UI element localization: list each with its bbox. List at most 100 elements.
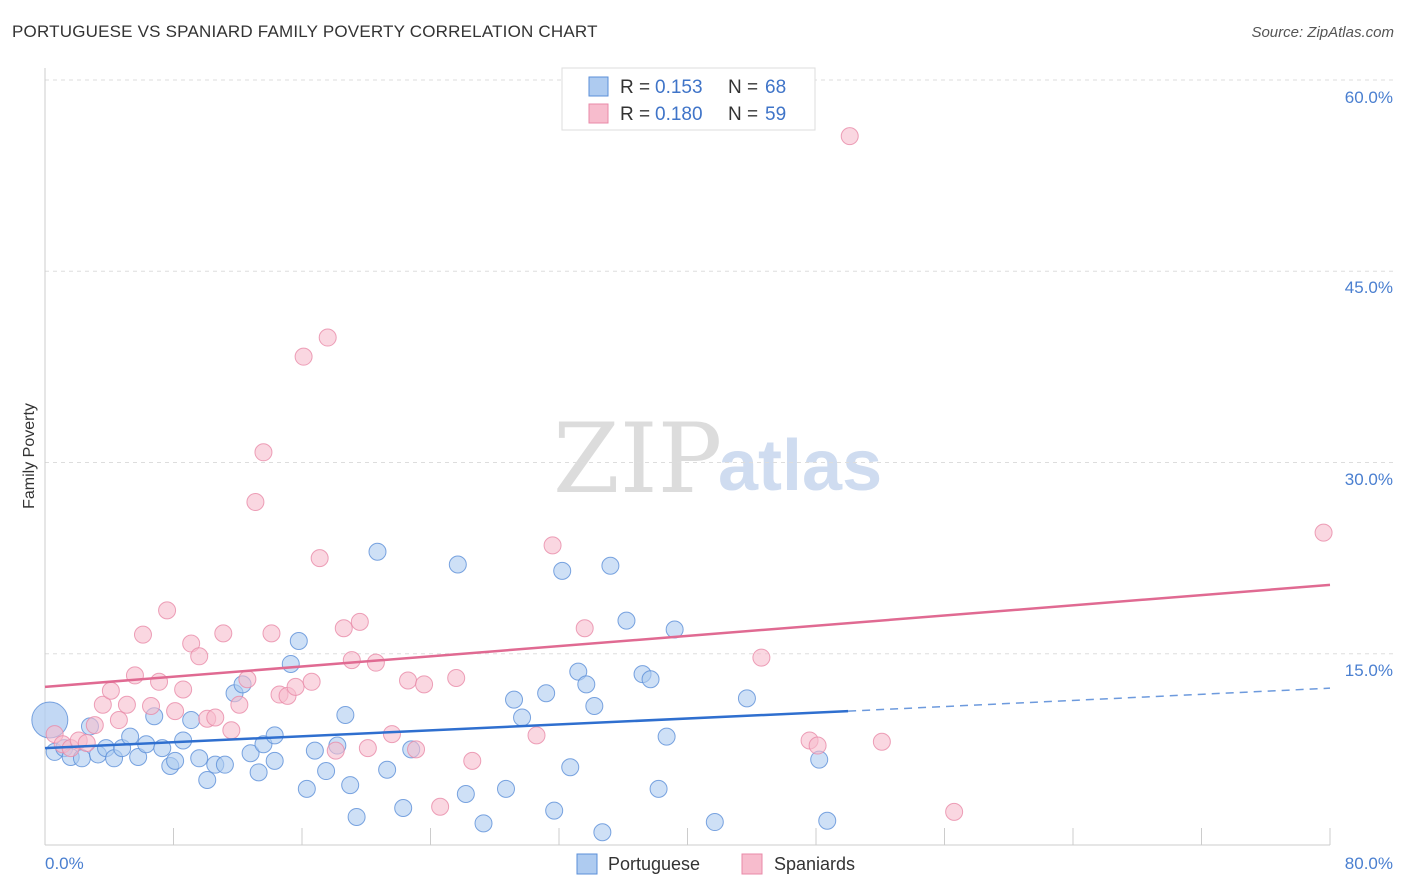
legend-label-spaniards: Spaniards <box>774 854 855 874</box>
spaniards-point <box>326 741 345 760</box>
spaniards-point <box>238 670 257 689</box>
series-portuguese <box>31 542 837 842</box>
stats-r-label-spaniards: R = <box>620 104 650 125</box>
spaniards-point <box>158 601 177 620</box>
spaniards-point <box>222 721 241 740</box>
spaniards-point <box>527 726 546 745</box>
portuguese-point <box>585 697 604 716</box>
spaniards-point <box>262 624 281 643</box>
portuguese-point <box>577 675 596 694</box>
spaniards-point <box>310 549 329 568</box>
portuguese-point <box>474 814 493 833</box>
portuguese-point <box>649 779 668 798</box>
portuguese-point <box>129 748 148 767</box>
portuguese-point <box>378 760 397 779</box>
spaniards-point <box>150 672 169 691</box>
legend: Portuguese Spaniards <box>576 853 855 875</box>
portuguese-point <box>190 749 209 768</box>
y-axis-title: Family Poverty <box>21 403 38 509</box>
portuguese-point <box>705 813 724 832</box>
portuguese-point <box>641 670 660 689</box>
portuguese-point <box>281 654 300 673</box>
spaniards-point <box>286 677 305 696</box>
y-tick-label-45: 45.0% <box>1345 278 1393 297</box>
portuguese-point <box>569 662 588 681</box>
stats-box: R = 0.153 N = 68 R = 0.180 N = 59 <box>561 67 816 131</box>
portuguese-point <box>241 744 260 763</box>
portuguese-point <box>394 799 413 818</box>
portuguese-point <box>265 751 284 770</box>
spaniards-point <box>543 536 562 555</box>
spaniards-point <box>254 443 273 462</box>
portuguese-point <box>297 779 316 798</box>
spaniards-point <box>872 732 891 751</box>
spaniards-point <box>1314 523 1333 542</box>
portuguese-point <box>215 755 234 774</box>
portuguese-point <box>347 807 366 826</box>
spaniards-point <box>109 711 128 730</box>
spaniards-point <box>350 612 369 631</box>
spaniards-point <box>85 716 104 735</box>
portuguese-point <box>341 776 360 795</box>
portuguese-point <box>182 711 201 730</box>
stats-r-label-portuguese: R = <box>620 77 650 98</box>
portuguese-point <box>265 726 284 745</box>
legend-swatch-spaniards <box>741 853 763 875</box>
portuguese-point <box>336 705 355 724</box>
portuguese-point <box>368 542 387 561</box>
portuguese-point <box>448 555 467 574</box>
spaniards-point <box>166 702 185 721</box>
spaniards-point <box>93 695 112 714</box>
spaniards-point <box>230 695 249 714</box>
spaniards-point <box>190 647 209 666</box>
source-label: Source: ZipAtlas.com <box>1251 24 1394 41</box>
watermark: ZIP atlas <box>553 403 882 515</box>
spaniards-point <box>342 651 361 670</box>
spaniards-point <box>77 734 96 752</box>
spaniards-point <box>840 127 859 146</box>
portuguese-point <box>818 811 837 830</box>
portuguese-point <box>505 690 524 709</box>
spaniards-point <box>182 634 201 653</box>
spaniards-point <box>358 739 377 758</box>
y-tick-labels: 15.0% 30.0% 45.0% 60.0% <box>1345 88 1393 680</box>
stats-r-value-portuguese: 0.153 <box>655 77 703 98</box>
spaniards-point <box>752 648 771 667</box>
spaniards-point <box>407 740 426 759</box>
chart-title: PORTUGUESE VS SPANIARD FAMILY POVERTY CO… <box>12 22 598 41</box>
portuguese-point <box>166 751 185 770</box>
spaniards-point <box>431 797 450 816</box>
portuguese-point <box>553 561 572 580</box>
portuguese-point <box>289 632 308 650</box>
spaniards-point <box>334 619 353 638</box>
x-tick-label-max: 80.0% <box>1345 854 1393 873</box>
portuguese-point <box>561 758 580 777</box>
stats-n-value-spaniards: 59 <box>765 104 786 125</box>
watermark-atlas: atlas <box>718 426 882 506</box>
spaniards-point <box>447 668 466 687</box>
spaniards-point <box>302 672 321 691</box>
y-tick-label-15: 15.0% <box>1345 661 1393 680</box>
trend-line-spaniards <box>44 583 1331 689</box>
portuguese-point <box>456 785 475 803</box>
portuguese-point <box>593 823 612 842</box>
watermark-zip: ZIP <box>553 403 722 515</box>
trend-lines <box>44 583 1331 750</box>
y-tick-label-60: 60.0% <box>1345 88 1393 107</box>
portuguese-point <box>601 556 620 575</box>
spaniards-point <box>945 802 964 821</box>
spaniards-point <box>142 697 161 716</box>
portuguese-point <box>617 611 636 630</box>
spaniards-point <box>117 695 136 714</box>
portuguese-point <box>198 770 217 789</box>
spaniards-point <box>382 725 401 744</box>
stats-swatch-portuguese <box>588 76 609 97</box>
spaniards-point <box>808 736 827 755</box>
spaniards-point <box>101 681 120 700</box>
x-tick-label-min: 0.0% <box>45 854 84 873</box>
spaniards-point <box>575 619 594 638</box>
portuguese-point <box>545 801 564 820</box>
stats-n-label-portuguese: N = <box>728 77 758 98</box>
spaniards-point <box>206 708 225 727</box>
